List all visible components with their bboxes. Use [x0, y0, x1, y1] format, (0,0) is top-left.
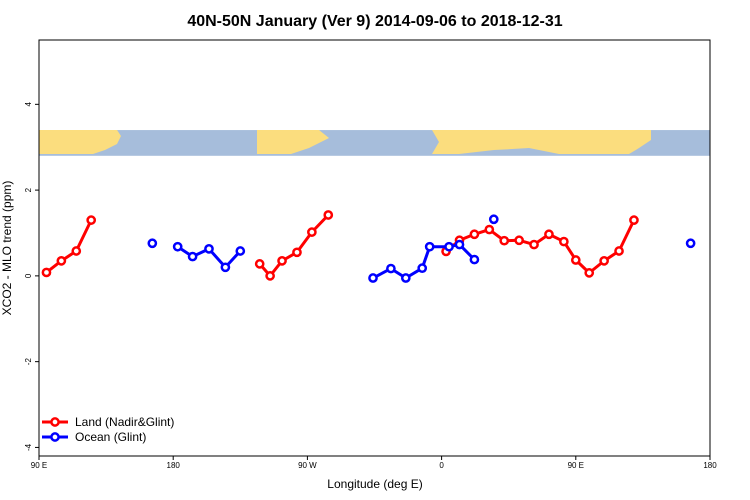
data-point: [235, 246, 246, 256]
data-point: [685, 238, 696, 249]
data-point: [41, 267, 52, 278]
series-line: [45, 219, 93, 274]
data-point: [368, 273, 378, 283]
y-tick-label: 2: [24, 187, 33, 192]
map-landmass: [432, 130, 651, 155]
y-axis-ticks: -4 -2 0 2 4: [24, 102, 39, 451]
y-axis-label: XCO2 - MLO trend (ppm): [0, 181, 14, 316]
x-tick-label: 90 E: [31, 461, 47, 470]
data-point: [544, 229, 554, 240]
data-point: [254, 259, 265, 269]
plot-frame: [38, 39, 711, 457]
data-point: [323, 210, 334, 220]
series-line: [372, 243, 476, 280]
x-tick-label: 90 E: [568, 461, 584, 470]
data-point: [584, 268, 595, 278]
data-point: [454, 239, 465, 250]
x-tick-label: 180: [703, 461, 717, 470]
data-point: [444, 241, 454, 252]
data-point: [469, 254, 480, 265]
series-ocean: [147, 214, 696, 283]
x-axis-label: Longitude (deg E): [327, 477, 422, 491]
data-point: [56, 256, 67, 266]
data-point: [529, 239, 539, 250]
map-landmass: [257, 130, 329, 155]
data-point: [570, 255, 581, 265]
data-point: [484, 224, 495, 235]
data-point: [71, 246, 82, 256]
legend-ocean-label: Ocean (Glint): [75, 430, 146, 444]
data-point: [386, 263, 396, 274]
x-tick-label: 90 W: [298, 461, 317, 470]
y-tick-label: -2: [24, 358, 33, 366]
data-point: [614, 246, 624, 256]
data-point: [187, 251, 198, 262]
data-point: [417, 263, 428, 274]
data-point: [220, 262, 231, 273]
data-point: [277, 256, 287, 266]
legend-land-label: Land (Nadir&Glint): [75, 415, 174, 429]
data-point: [499, 235, 510, 246]
x-tick-label: 180: [167, 461, 181, 470]
legend-land-marker: [50, 417, 60, 427]
series-line: [258, 213, 330, 278]
data-point: [204, 244, 214, 254]
data-point: [265, 271, 275, 281]
data-point: [514, 235, 524, 246]
world-map-strip: [39, 130, 710, 156]
series-land: [41, 210, 639, 281]
data-point: [307, 227, 317, 237]
data-point: [599, 256, 609, 266]
data-point: [147, 238, 158, 249]
x-axis-ticks: 90 E 180 90 W 0 90 E 180: [31, 456, 717, 470]
data-point: [292, 247, 302, 258]
legend: Land (Nadir&Glint) Ocean (Glint): [42, 415, 174, 444]
legend-ocean-marker: [50, 432, 60, 442]
data-point: [424, 241, 435, 252]
data-point: [86, 215, 97, 225]
data-point: [469, 229, 480, 240]
y-tick-label: 0: [24, 273, 33, 278]
data-point: [629, 215, 639, 225]
data-point: [172, 241, 183, 252]
x-tick-label: 0: [439, 461, 444, 470]
data-point: [488, 214, 499, 225]
y-tick-label: 4: [24, 102, 33, 107]
y-tick-label: -4: [24, 443, 33, 451]
series-layer: [41, 210, 696, 283]
data-point: [559, 236, 569, 247]
map-landmass: [39, 130, 121, 155]
chart-title: 40N-50N January (Ver 9) 2014-09-06 to 20…: [187, 13, 562, 30]
data-point: [400, 273, 411, 283]
